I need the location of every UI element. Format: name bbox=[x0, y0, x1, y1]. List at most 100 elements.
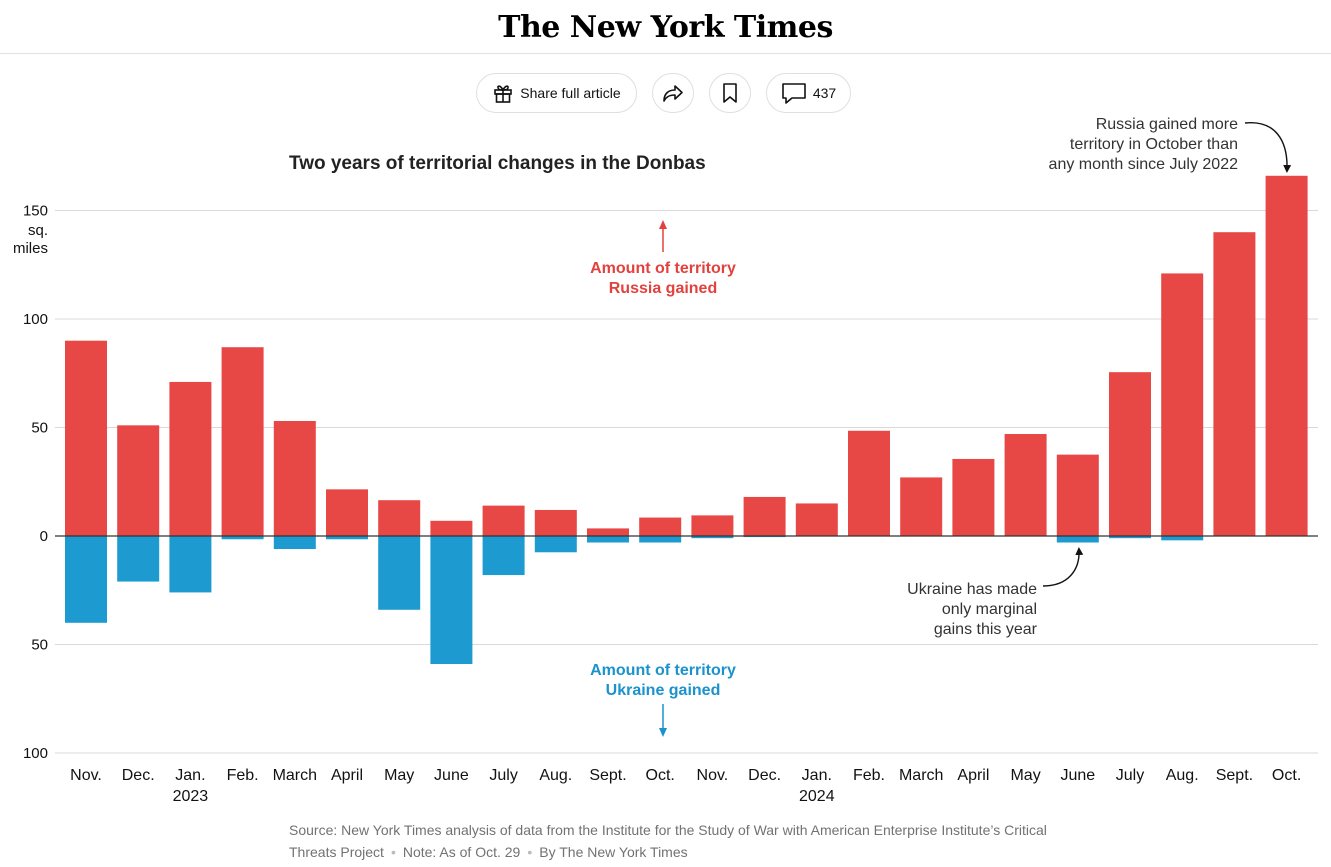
x-tick-label: Feb. bbox=[853, 767, 885, 784]
russia-gain-bar bbox=[1161, 273, 1204, 536]
ukraine-annotation-line-1: Ukraine has made bbox=[907, 581, 1037, 598]
october-annotation-line-2: territory in October than bbox=[1070, 136, 1238, 153]
comment-icon bbox=[781, 81, 807, 105]
ukraine-gain-bar bbox=[482, 536, 525, 576]
russia-gain-bar bbox=[117, 425, 160, 536]
ukraine-annotation-line-3: gains this year bbox=[934, 621, 1038, 638]
comments-button[interactable]: 437 bbox=[766, 73, 851, 113]
bookmark-icon bbox=[721, 82, 739, 104]
russia-gain-bar bbox=[221, 347, 264, 536]
gift-icon bbox=[492, 82, 514, 104]
nyt-logo[interactable]: The New York Times bbox=[498, 10, 833, 45]
x-tick-label: July bbox=[489, 767, 517, 784]
bookmark-button[interactable] bbox=[709, 73, 751, 113]
ukraine-annotation-line-2: only marginal bbox=[942, 601, 1037, 618]
x-tick-label: Nov. bbox=[697, 767, 729, 784]
russia-gain-bar bbox=[795, 503, 838, 536]
share-button[interactable] bbox=[652, 73, 694, 113]
x-tick-label: Sept. bbox=[1216, 767, 1253, 784]
y-tick-label: 100 bbox=[23, 745, 48, 762]
ukraine-gain-bar bbox=[378, 536, 421, 610]
russia-label-line-1: Amount of territory bbox=[590, 260, 736, 277]
ukraine-gain-bar bbox=[221, 536, 264, 540]
ukraine-gain-bar bbox=[65, 536, 107, 623]
y-unit-line-2: miles bbox=[13, 240, 48, 257]
y-tick-label: 50 bbox=[31, 637, 48, 654]
chart-source-note: Source: New York Times analysis of data … bbox=[289, 822, 1047, 860]
ukraine-gain-bar bbox=[587, 536, 629, 543]
russia-up-arrowhead bbox=[659, 220, 667, 229]
x-tick-label: June bbox=[1060, 767, 1095, 784]
ukraine-gain-bar bbox=[117, 536, 160, 582]
russia-gain-bar bbox=[1004, 434, 1047, 536]
share-full-article-button[interactable]: Share full article bbox=[476, 73, 637, 113]
russia-gain-bar bbox=[1213, 232, 1256, 536]
ukraine-label-line-2: Ukraine gained bbox=[606, 682, 721, 699]
russia-gain-bar bbox=[430, 520, 473, 536]
ukraine-gain-bar bbox=[1056, 536, 1099, 543]
chart-title: Two years of territorial changes in the … bbox=[289, 153, 706, 174]
russia-gain-bar bbox=[482, 505, 525, 536]
russia-gain-bar bbox=[1265, 175, 1308, 536]
ukraine-annotation-arrow bbox=[1042, 547, 1084, 587]
comment-count: 437 bbox=[812, 85, 837, 101]
ukraine-gain-bar bbox=[430, 536, 473, 665]
october-annotation-line-3: any month since July 2022 bbox=[1049, 156, 1239, 173]
ukraine-gain-bar bbox=[534, 536, 577, 553]
ukraine-gain-bar bbox=[326, 536, 368, 540]
source-text: Source: New York Times analysis of data … bbox=[289, 822, 1047, 860]
russia-gain-bar bbox=[273, 420, 316, 536]
x-year-label: 2024 bbox=[799, 788, 835, 805]
russia-gain-bar bbox=[65, 340, 107, 536]
x-tick-label: April bbox=[331, 767, 363, 784]
russia-gain-bar bbox=[534, 509, 577, 536]
ukraine-gain-bar bbox=[691, 536, 734, 539]
russia-gain-bar bbox=[587, 528, 629, 536]
masthead: The New York Times bbox=[0, 0, 1331, 54]
x-tick-label: March bbox=[273, 767, 317, 784]
x-tick-label: Aug. bbox=[539, 767, 572, 784]
october-annotation-arrow bbox=[1244, 122, 1292, 173]
x-tick-label: June bbox=[434, 767, 469, 784]
russia-gain-bar bbox=[1109, 372, 1151, 536]
russia-gain-bar bbox=[900, 477, 943, 536]
x-tick-label: April bbox=[957, 767, 989, 784]
ukraine-gain-bar bbox=[273, 536, 316, 550]
x-tick-label: Aug. bbox=[1166, 767, 1199, 784]
x-year-label: 2023 bbox=[173, 788, 209, 805]
russia-gain-bar bbox=[326, 489, 368, 536]
russia-gain-bar bbox=[169, 381, 212, 536]
x-tick-label: Dec. bbox=[748, 767, 781, 784]
x-tick-label: Feb. bbox=[227, 767, 259, 784]
credit-text: By The New York Times bbox=[539, 844, 688, 860]
x-tick-label: Sept. bbox=[589, 767, 626, 784]
x-tick-label: Dec. bbox=[122, 767, 155, 784]
russia-gain-bar bbox=[691, 515, 734, 536]
y-tick-label: 100 bbox=[23, 311, 48, 328]
ukraine-label-line-1: Amount of territory bbox=[590, 662, 736, 679]
russia-gain-bar bbox=[848, 430, 890, 536]
x-tick-label: Nov. bbox=[70, 767, 102, 784]
note-text: Note: As of Oct. 29 bbox=[402, 844, 521, 860]
x-tick-label: May bbox=[1010, 767, 1040, 784]
y-unit-line-1: sq. bbox=[28, 222, 48, 239]
y-tick-label: 150 bbox=[23, 203, 48, 220]
x-tick-label: May bbox=[384, 767, 414, 784]
ukraine-gain-bar bbox=[639, 536, 682, 543]
x-tick-label: Oct. bbox=[1272, 767, 1301, 784]
article-toolbar: Share full article 437 bbox=[0, 73, 1331, 115]
share-arrow-icon bbox=[661, 82, 685, 104]
russia-gain-bar bbox=[639, 517, 682, 536]
russia-label-line-2: Russia gained bbox=[609, 280, 717, 297]
y-tick-label: 0 bbox=[40, 528, 48, 545]
october-annotation-line-1: Russia gained more bbox=[1096, 116, 1238, 133]
x-tick-label: Jan. bbox=[802, 767, 832, 784]
ukraine-gain-bar bbox=[1161, 536, 1204, 541]
x-tick-label: Oct. bbox=[646, 767, 675, 784]
ukraine-down-arrowhead bbox=[659, 728, 667, 737]
russia-gain-bar bbox=[1056, 454, 1099, 536]
russia-gain-bar bbox=[743, 496, 786, 536]
y-tick-label: 50 bbox=[31, 420, 48, 437]
x-tick-label: March bbox=[899, 767, 943, 784]
